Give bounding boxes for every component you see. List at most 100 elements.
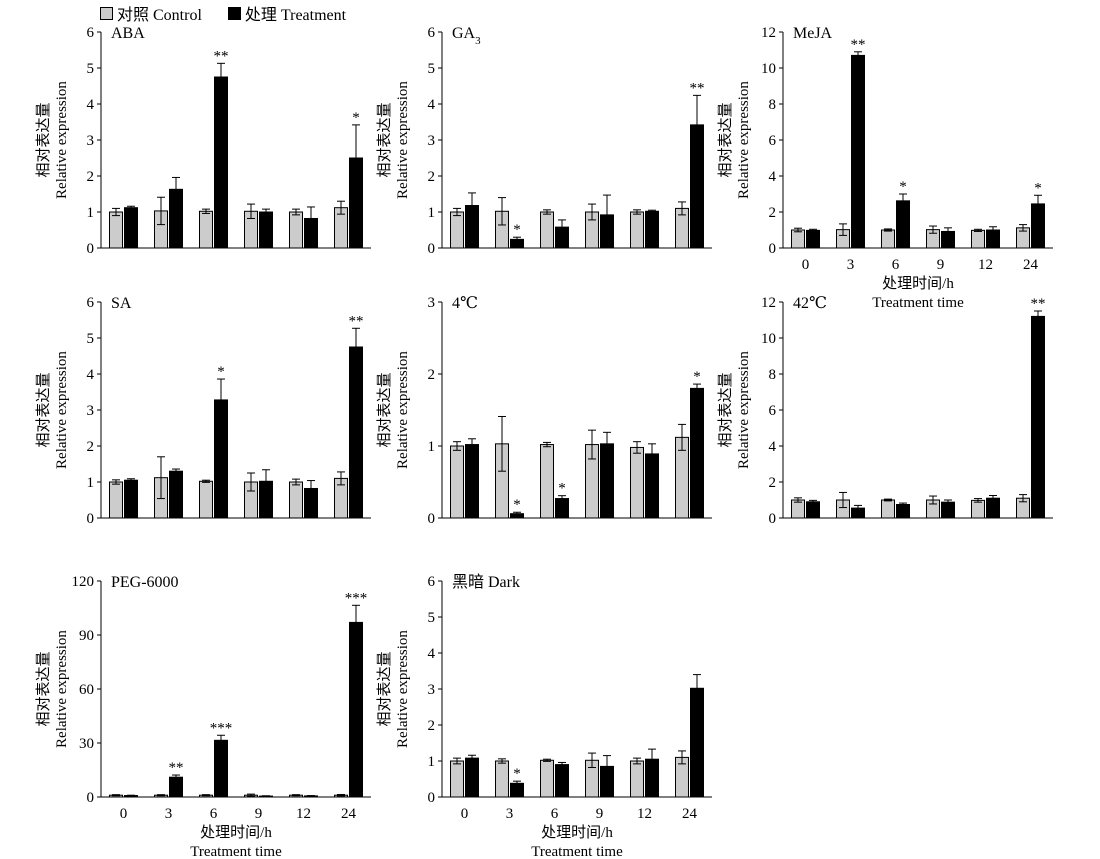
panel-8-x-label-cn: 处理时间/h	[541, 824, 613, 841]
panel-5-bar-treatment	[690, 387, 704, 519]
panel-6-bar-control	[881, 499, 895, 519]
legend-swatch-control	[100, 6, 113, 20]
legend: 对照 Control 处理 Treatment	[100, 1, 372, 25]
panel-5-bar-control	[450, 445, 464, 519]
panel-8-bar-control	[495, 760, 509, 798]
panel-8-bar-treatment	[555, 764, 569, 798]
panel-6-y-tick-label: 8	[769, 367, 777, 383]
panel-1-y-tick-label: 4	[87, 97, 95, 113]
panel-1-bar-treatment	[214, 76, 228, 249]
panel-7-significance-marker: ***	[210, 720, 233, 736]
panel-7-bar-treatment	[349, 621, 363, 798]
panel-3-x-label-en: Treatment time	[872, 295, 964, 311]
panel-1-bar-control	[199, 210, 213, 249]
panel-2-y-tick-label: 0	[428, 241, 436, 257]
panel-7-y-tick-label: 120	[72, 574, 95, 590]
legend-item-treatment: 处理 Treatment	[227, 1, 347, 25]
panel-5-y-tick-label: 3	[428, 295, 436, 311]
panel-6-y-tick-label: 2	[769, 475, 777, 491]
panel-5-significance-marker: *	[693, 369, 701, 385]
panel-8-y-label-en: Relative expression	[395, 630, 411, 748]
panel-1-y-tick-label: 0	[87, 241, 95, 257]
panel-1-y-tick-label: 3	[87, 133, 95, 149]
panel-3-x-tick-label: 6	[892, 257, 900, 273]
panel-6-bar-control	[971, 499, 985, 519]
panel-8-x-tick-label: 9	[596, 806, 604, 822]
panel-3-y-label-en: Relative expression	[736, 81, 752, 199]
panel-7-x-tick-label: 6	[210, 806, 218, 822]
panel-1-y-label-cn: 相对表达量	[35, 102, 52, 177]
panel-4-bar-treatment	[124, 479, 138, 519]
panel-7-y-tick-label: 0	[87, 790, 95, 806]
panel-2-title: GA3	[452, 25, 481, 47]
panel-8-bar-treatment	[465, 757, 479, 798]
panel-1-bar-treatment	[259, 211, 273, 249]
panel-8-bar-treatment	[690, 687, 704, 798]
panel-4-y-tick-label: 5	[87, 331, 95, 347]
panel-8-bar-control	[540, 759, 554, 798]
panel-4-y-tick-label: 2	[87, 439, 95, 455]
panel-4-bar-control	[289, 481, 303, 519]
panel-7-significance-marker: **	[169, 760, 184, 776]
panel-3-y-tick-label: 4	[769, 169, 777, 185]
panel-7-significance-marker: ***	[345, 590, 368, 606]
panel-4-significance-marker: *	[217, 364, 225, 380]
panel-3-significance-marker: **	[851, 37, 866, 53]
panel-7-x-label-cn: 处理时间/h	[200, 824, 272, 841]
panel-1-bar-control	[109, 211, 123, 249]
panel-6-y-tick-label: 10	[761, 331, 776, 347]
panel-7-x-tick-label: 9	[255, 806, 263, 822]
panel-7-y-label-en: Relative expression	[54, 630, 70, 748]
panel-3-x-label-cn: 处理时间/h	[882, 275, 954, 292]
panel-8-x-tick-label: 6	[551, 806, 559, 822]
panel-4-bar-treatment	[169, 470, 183, 519]
panel-2-y-tick-label: 4	[428, 97, 436, 113]
panel-8-significance-marker: *	[513, 766, 521, 782]
panel-5-bar-control	[630, 446, 644, 519]
panel-3-y-tick-label: 10	[761, 61, 776, 77]
panel-4-significance-marker: **	[349, 313, 364, 329]
panel-6-y-label-cn: 相对表达量	[717, 372, 734, 447]
panel-4-title: SA	[111, 295, 132, 312]
panel-6-bar-treatment	[806, 501, 820, 519]
panel-1-title: ABA	[111, 25, 145, 42]
panel-6-bar-control	[791, 499, 805, 519]
panel-3-y-tick-label: 12	[761, 25, 776, 41]
panel-8-y-tick-label: 5	[428, 610, 436, 626]
legend-label-treatment: 处理 Treatment	[244, 7, 347, 24]
panel-1-bar-control	[289, 211, 303, 249]
panel-7-x-tick-label: 3	[165, 806, 173, 822]
panel-8-y-tick-label: 2	[428, 718, 436, 734]
panel-7-bar-treatment	[169, 776, 183, 798]
panel-3-x-tick-label: 9	[937, 257, 945, 273]
panel-1-y-tick-label: 2	[87, 169, 95, 185]
panel-6-bar-treatment	[1031, 315, 1045, 519]
panel-1-y-tick-label: 6	[87, 25, 95, 41]
panel-8-x-label-en: Treatment time	[531, 844, 623, 859]
panel-8-y-tick-label: 4	[428, 646, 436, 662]
panel-3-bar-control	[881, 229, 895, 249]
panel-8-y-tick-label: 0	[428, 790, 436, 806]
panel-8-x-tick-label: 24	[682, 806, 698, 822]
panel-5-bar-treatment	[465, 444, 479, 519]
panel-1-bar-treatment	[124, 207, 138, 249]
panel-5-y-tick-label: 2	[428, 367, 436, 383]
panel-5-y-label-en: Relative expression	[395, 351, 411, 469]
panel-4-y-tick-label: 0	[87, 511, 95, 527]
panel-7-y-label-cn: 相对表达量	[35, 651, 52, 726]
panel-2-y-label-en: Relative expression	[395, 81, 411, 199]
panel-3-bar-treatment	[806, 229, 820, 249]
panel-4-y-tick-label: 1	[87, 475, 95, 491]
legend-item-control: 对照 Control	[100, 1, 202, 25]
panel-3-x-tick-label: 0	[802, 257, 810, 273]
panel-6-title: 42℃	[793, 295, 827, 312]
panel-3-x-tick-label: 12	[978, 257, 993, 273]
legend-label-control: 对照 Control	[117, 7, 202, 24]
panel-3-y-tick-label: 6	[769, 133, 777, 149]
panel-6-y-tick-label: 4	[769, 439, 777, 455]
panel-8-x-tick-label: 3	[506, 806, 514, 822]
panel-1-y-tick-label: 1	[87, 205, 95, 221]
panel-2-y-tick-label: 3	[428, 133, 436, 149]
panel-5-significance-marker: *	[513, 497, 521, 513]
